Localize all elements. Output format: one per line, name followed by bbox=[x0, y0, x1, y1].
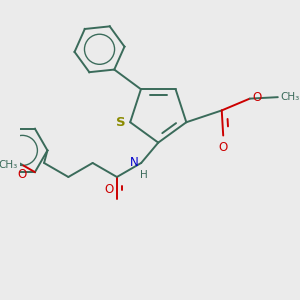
Text: O: O bbox=[105, 183, 114, 196]
Text: H: H bbox=[140, 170, 147, 180]
Text: O: O bbox=[219, 141, 228, 154]
Text: O: O bbox=[17, 168, 27, 181]
Text: O: O bbox=[252, 91, 261, 104]
Text: N: N bbox=[130, 157, 138, 169]
Text: CH₃: CH₃ bbox=[0, 160, 18, 170]
Text: CH₃: CH₃ bbox=[280, 92, 299, 102]
Text: S: S bbox=[116, 116, 126, 129]
